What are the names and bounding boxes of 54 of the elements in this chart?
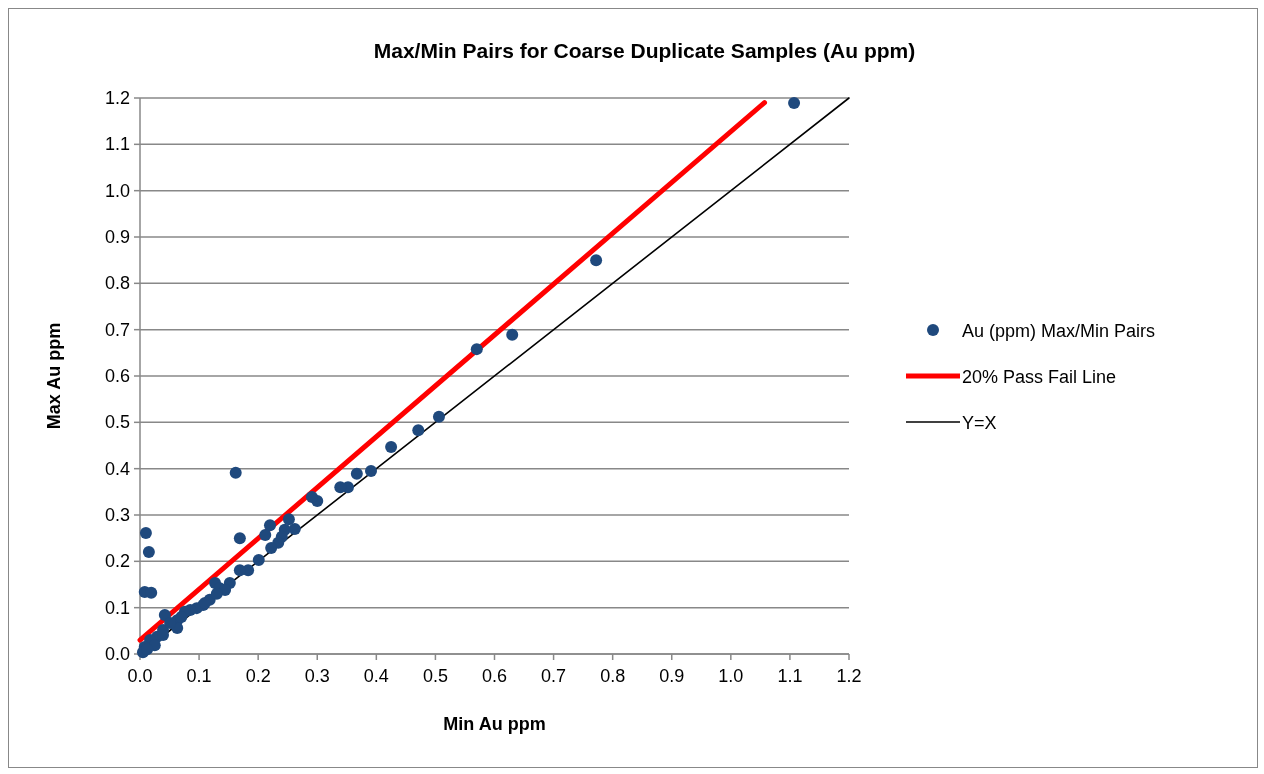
point — [263, 519, 276, 532]
point — [365, 464, 378, 477]
point — [142, 546, 155, 559]
legend-label: Au (ppm) Max/Min Pairs — [962, 321, 1156, 341]
x-tick-label: 0.0 — [127, 666, 153, 686]
point — [229, 466, 242, 479]
x-axis-title: Min Au ppm — [443, 714, 546, 734]
point — [259, 528, 272, 541]
x-tick-label: 0.6 — [481, 666, 508, 686]
x-tick-label: 0.2 — [245, 666, 271, 686]
point — [432, 410, 445, 423]
point — [175, 610, 188, 623]
x-tick-label: 0.5 — [422, 666, 448, 686]
x-tick-label: 0.4 — [363, 666, 389, 686]
x-tick-label: 1.0 — [718, 666, 744, 686]
point — [590, 254, 603, 267]
point — [288, 522, 301, 535]
y-tick-label: 0.5 — [104, 412, 130, 433]
y-tick-label: 1.0 — [104, 180, 130, 201]
y-tick-label: 0.7 — [104, 319, 130, 340]
y-tick-label: 0.8 — [104, 273, 130, 294]
chart-title: Max/Min Pairs for Coarse Duplicate Samples (Au ppm) — [373, 39, 916, 62]
point — [385, 440, 398, 453]
point — [233, 532, 246, 545]
x-tick-label: 1.2 — [836, 666, 862, 686]
y-axis-title: Max Au ppm — [44, 322, 64, 430]
point — [210, 587, 223, 600]
x-tick-label: 0.7 — [541, 666, 567, 686]
y-tick-label: 0.0 — [104, 644, 130, 664]
y-tick-label: 0.9 — [104, 227, 130, 247]
x-tick-label: 0.3 — [304, 666, 330, 686]
y-tick-label: 0.2 — [104, 551, 130, 572]
point — [412, 424, 425, 437]
point — [350, 467, 363, 480]
x-tick-label: 0.9 — [659, 666, 685, 686]
y-tick-label: 1.2 — [104, 88, 130, 108]
y-tick-label: 1.1 — [104, 134, 130, 155]
point — [788, 97, 801, 110]
legend-label: Y=X — [962, 413, 997, 433]
point — [305, 490, 318, 503]
point — [282, 513, 295, 526]
x-tick-label: 0.1 — [186, 666, 212, 686]
y-tick-label: 0.3 — [104, 505, 130, 525]
legend-label: 20% Pass Fail Line — [962, 367, 1117, 387]
y-tick-label: 0.4 — [104, 458, 130, 479]
point — [265, 541, 278, 554]
point — [506, 328, 519, 341]
point — [252, 553, 265, 566]
y-tick-label: 0.6 — [104, 366, 130, 386]
x-tick-label: 0.8 — [600, 666, 626, 686]
point — [470, 343, 483, 356]
y-tick-label: 0.1 — [104, 597, 130, 618]
x-tick-label: 1.1 — [777, 666, 803, 686]
point — [139, 527, 152, 540]
